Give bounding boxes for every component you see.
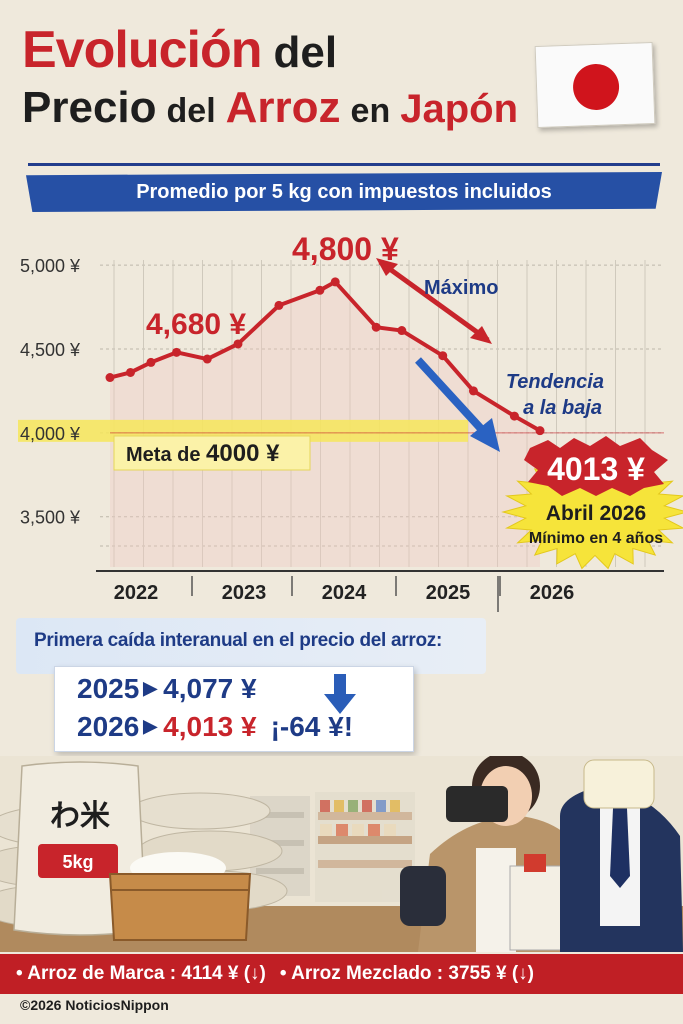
chart-axes: 5,000 ¥ 4,500 ¥ 4,000 ¥ 3,500 ¥ 2022 2023 2024… (20, 256, 664, 612)
footer-item-marca-label: • Arroz de Marca : (16, 963, 182, 984)
footer-item-mezclado: • Arroz Mezclado : 3755 ¥ (↓) (280, 963, 534, 985)
comparison-header-bg (16, 618, 486, 674)
x-tick-label: 2023 (222, 582, 267, 604)
tendencia-label-1: Tendencia (506, 371, 604, 393)
comparison-year-2025: 2025 (77, 673, 140, 704)
comparison-value-2025: 4,077 ¥ (163, 673, 257, 704)
comparison-value-2026: 4,013 ¥ (163, 711, 257, 742)
scene-svg: わ米 5kg (0, 716, 683, 952)
data-point (371, 322, 381, 332)
title-word-en: en (350, 92, 391, 130)
footer-item-mezclado-label: • Arroz Mezclado : (279, 963, 449, 984)
y-tick-label: 3,500 ¥ (20, 508, 81, 528)
data-point (330, 277, 340, 287)
trend-arrow-head (470, 418, 500, 452)
play-arrow-icon: ▶ (143, 678, 158, 698)
data-point (125, 367, 135, 377)
store-scene-illustration: わ米 5kg (0, 716, 683, 952)
page-title: Evolución del Precio del Arroz en Japón (22, 24, 542, 130)
maximo-arrow-head (470, 326, 492, 344)
data-point (438, 351, 448, 361)
title-word-arroz: Arroz (225, 83, 341, 132)
title-word-japon: Japón (400, 87, 519, 131)
x-tick-label: 2022 (114, 582, 159, 604)
final-price-label: 4013 ¥ (547, 451, 645, 487)
chart-grid (100, 260, 664, 567)
man-shopper (560, 716, 683, 952)
maximo-arrow (378, 259, 490, 343)
data-point (146, 357, 156, 367)
footer-item-marca: • Arroz de Marca : 4114 ¥ (↓) (16, 963, 266, 985)
comparison-title: Primera caída interanual en el precio de… (34, 630, 442, 651)
trend-arrow (415, 357, 487, 435)
y-tick-label: 4,000 ¥ (20, 424, 81, 444)
subtitle-banner: Promedio por 5 kg con impuestos incluido… (26, 172, 662, 212)
down-arrow-icon (324, 674, 356, 714)
comparison-delta: ¡-64 ¥! (270, 711, 354, 742)
meta-label: Meta de 4000 ¥ (126, 440, 280, 467)
comparison-row-2026: 2026 ▶ 4,013 ¥ ¡-64 ¥! (77, 711, 353, 743)
rice-bag-held (583, 759, 655, 809)
footer-item-mezclado-value: 3755 ¥ (↓) (448, 963, 534, 984)
title-word-del: del (273, 28, 338, 77)
comparison-year-2026: 2026 (77, 711, 140, 742)
meta-box (113, 435, 311, 471)
maximo-arrow-head (376, 258, 398, 276)
title-word-evolucion: Evolución (22, 21, 262, 79)
flag-sun (572, 63, 620, 111)
data-point (535, 426, 545, 436)
data-point (202, 354, 212, 364)
comparison-row-2025: 2025 ▶ 4,077 ¥ (77, 673, 257, 705)
rice-bag-size-badge (38, 844, 118, 878)
rice-bag-size: 5kg (62, 852, 93, 872)
title-word-del-2: del (166, 92, 216, 130)
tendencia-label-2: a la baja (523, 397, 602, 419)
y-tick-label: 4,500 ¥ (20, 340, 81, 360)
chart-series (105, 277, 545, 436)
footer-item-marca-value: 4114 ¥ (↓) (181, 963, 266, 984)
comparison-box: 2025 ▶ 4,077 ¥ 2026 ▶ 4,013 ¥ ¡-64 ¥! (54, 666, 414, 752)
phone-icon (446, 786, 508, 822)
data-point (468, 386, 478, 396)
data-point (315, 285, 325, 295)
x-tick-label: 2024 (322, 582, 367, 604)
maximo-label: Máximo (424, 277, 498, 299)
x-tick-label: 2026 (530, 582, 575, 604)
final-price-badge (524, 436, 668, 496)
title-rule (28, 163, 660, 166)
price-chart: 4,800 ¥4,680 ¥ Máximo Tendencia a la baja Me… (0, 220, 683, 615)
play-arrow-icon: ▶ (143, 716, 158, 736)
data-point (509, 411, 519, 421)
copyright: ©2026 NoticiosNippon (20, 997, 169, 1013)
footer-bar: • Arroz de Marca : 4114 ¥ (↓) • Arroz Me… (0, 954, 683, 994)
final-note-label: Mínimo en 4 años (529, 530, 663, 547)
final-date-label: Abril 2026 (546, 502, 646, 525)
x-tick-label: 2025 (426, 582, 471, 604)
title-word-precio: Precio (22, 83, 157, 132)
data-point (233, 339, 243, 349)
y-tick-label: 5,000 ¥ (20, 256, 81, 276)
data-point (397, 326, 407, 336)
label-4680: 4,680 ¥ (146, 308, 246, 341)
rice-bag-label: わ米 (50, 800, 110, 833)
data-point (172, 347, 182, 357)
rice-measure-box (108, 852, 252, 941)
data-point (274, 300, 284, 310)
data-point (105, 373, 115, 383)
japan-flag-icon (534, 41, 656, 129)
